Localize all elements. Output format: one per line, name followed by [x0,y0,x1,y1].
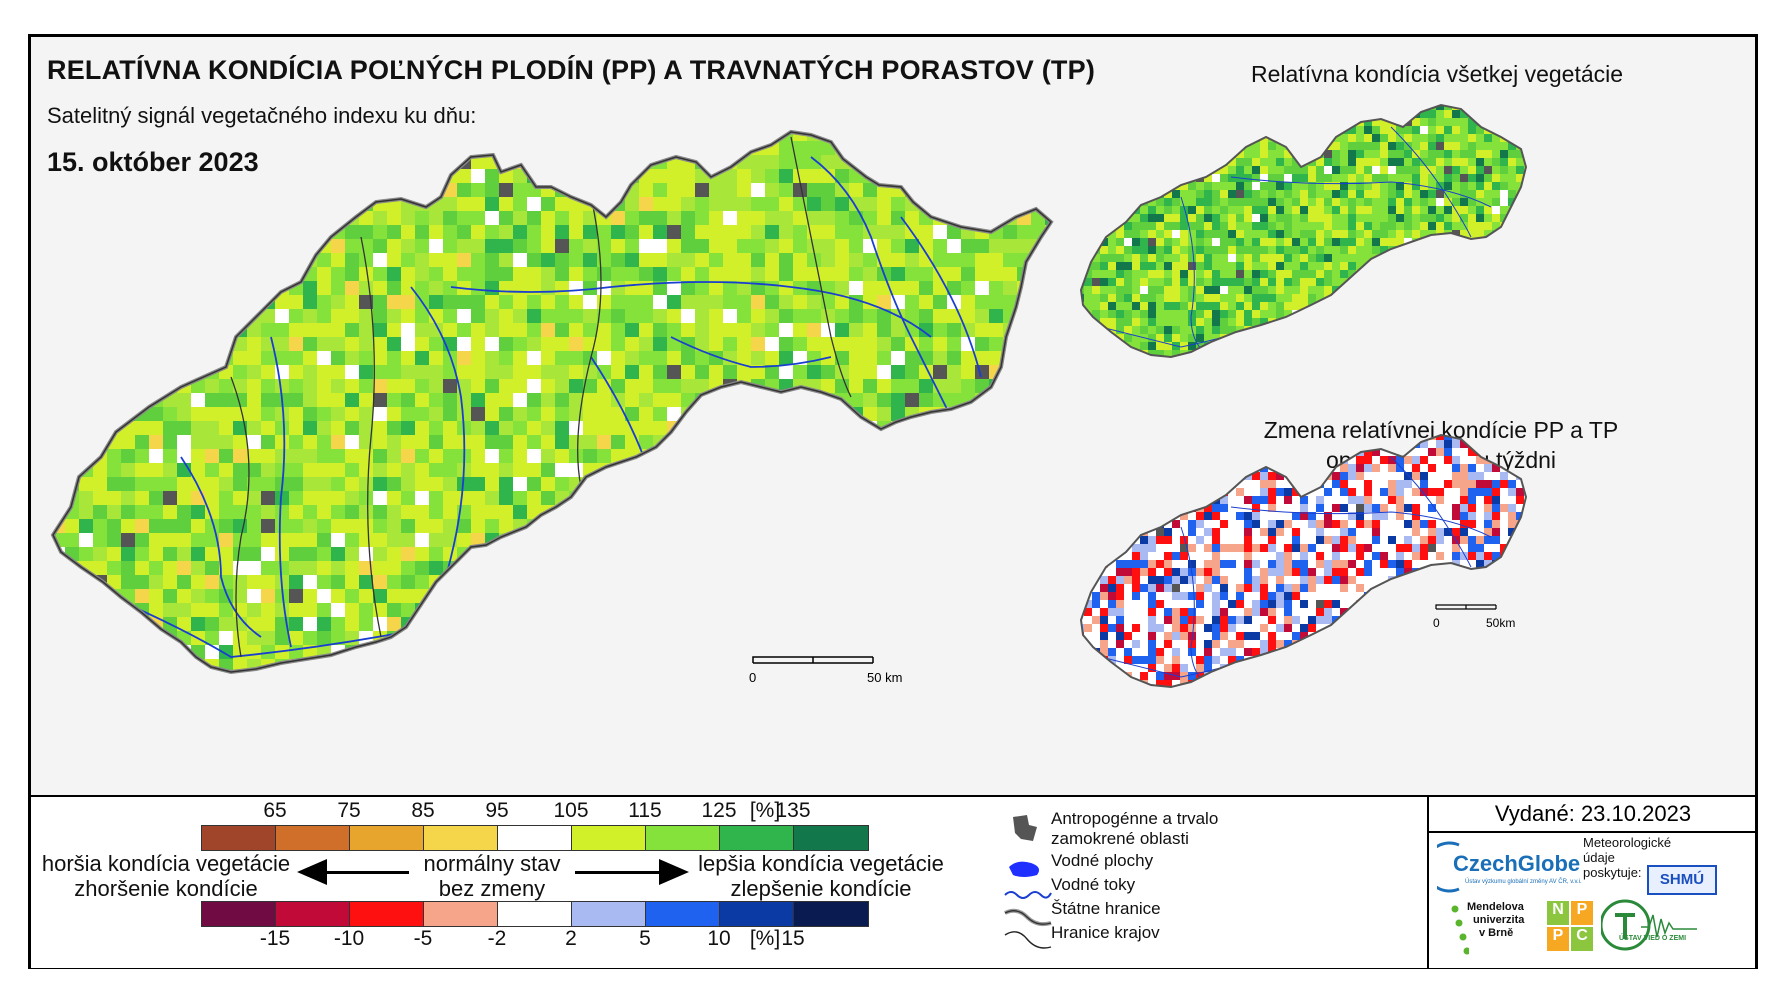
water-bodies-label: Vodné plochy [1051,851,1154,870]
anthropogenic-label-line2: zamokrené oblasti [1051,829,1189,848]
legend-panel: 65 75 85 95 105 115 125 135 [%] horšia kondícia … [31,795,1757,968]
condition-tick-label: 125 [701,799,737,822]
map-title: RELATÍVNA KONDÍCIA POĽNÝCH PLODÍN (PP) A… [47,55,1096,85]
map-date: 15. október 2023 [47,147,259,177]
czechglobe-logo-subtext: Ústav výzkumu globální změny AV ČR, v.v.… [1465,879,1582,885]
worse-label-line1: horšia kondícia vegetácie [41,851,291,876]
better-label: lepšia kondícia vegetácie zlepšenie kond… [691,851,951,901]
worse-label-line2: zhoršenie kondície [74,876,258,901]
water-streams-label: Vodné toky [1051,875,1136,894]
normal-label-line1: normálny stav [423,851,561,876]
condition-swatch [646,826,720,850]
state-border-label: Štátne hranice [1051,899,1161,918]
condition-tick-label: 75 [337,799,361,822]
czechglobe-logo: CzechGlobe Ústav výzkumu globální změny … [1437,837,1587,897]
shmu-logo-text: SHMÚ [1659,871,1705,888]
change-tick-label: 2 [565,927,577,950]
condition-swatch [720,826,794,850]
anthropogenic-label-line1: Antropogénne a trvalo [1051,809,1219,828]
better-label-line1: lepšia kondícia vegetácie [698,851,944,876]
anthropogenic-icon [1013,815,1037,841]
condition-tick-label: [%] [749,799,781,822]
nppc-letter-n: N [1547,901,1569,925]
main-scalebar: 0 50 km [749,656,902,685]
condition-swatch [202,826,276,850]
normal-label: normálny stav bez zmeny [409,851,575,901]
map-subtitle: Satelitný signál vegetačného indexu ku d… [47,103,477,128]
change-swatch [350,902,424,926]
change-tick-label: [%] [749,927,781,950]
change-swatch [498,902,572,926]
nppc-letter-p2: P [1547,927,1569,951]
condition-swatch [498,826,572,850]
stream-icon [1004,891,1052,899]
change-tick-label: -2 [487,927,507,950]
change-swatch [720,902,794,926]
condition-tick-label: 95 [485,799,509,822]
symbol-legend-icons [1004,815,1052,949]
mendel-line2: univerzita [1473,914,1525,926]
condition-swatch [350,826,424,850]
condition-tick-label: 135 [775,799,811,822]
mendel-logo: Mendelova univerzita v Brně [1449,901,1539,961]
change-swatch [424,902,498,926]
main-condition-map: 0 50 km [51,130,1053,685]
change-tick-label: 15 [781,927,805,950]
uvz-logo-text: ÚSTAV VIED O ZEMI [1619,935,1687,942]
change-swatch [572,902,646,926]
condition-swatch [276,826,350,850]
change-tick-label: 10 [707,927,731,950]
nppc-letter-p1: P [1571,901,1593,925]
water-body-icon [1009,861,1039,877]
inset-maps: 0 50km [1079,103,1528,689]
worse-label: horšia kondícia vegetácie zhoršenie kond… [41,851,291,901]
condition-tick-label: 65 [263,799,287,822]
uvz-logo: ÚSTAV VIED O ZEMI [1601,897,1701,953]
condition-swatch [794,826,868,850]
mendel-line3: v Brně [1479,927,1514,939]
inset-scalebar: 0 50km [1433,604,1515,630]
nppc-logo: N P P C [1547,901,1593,951]
anthropogenic-label: Antropogénne a trvalo zamokrené oblasti [1051,809,1218,849]
change-swatch [202,902,276,926]
condition-color-scale [201,825,869,851]
meteo-line3: poskytuje: [1583,865,1642,880]
change-swatch [276,902,350,926]
czechglobe-logo-text: CzechGlobe [1453,851,1581,876]
meteo-line1: Meteorologické [1583,835,1672,850]
condition-swatch [424,826,498,850]
map-frame: RELATÍVNA KONDÍCIA POĽNÝCH PLODÍN (PP) A… [28,34,1758,969]
issued-date: Vydané: 23.10.2023 [1429,797,1757,833]
inset-all-vegetation-title: Relatívna kondícia všetkej vegetácie [1251,61,1624,87]
state-border-icon-inner [1004,910,1052,925]
condition-tick-label: 85 [411,799,435,822]
change-swatch [646,902,720,926]
change-tick-label: -15 [259,927,291,950]
change-tick-label: 5 [639,927,651,950]
nppc-letter-c: C [1571,927,1593,951]
meteo-line2: údaje [1583,850,1615,865]
condition-tick-label: 105 [553,799,589,822]
shmu-logo: SHMÚ [1647,865,1717,895]
region-border-icon [1004,931,1052,949]
issued-logos-box: Vydané: 23.10.2023 CzechGlobe Ústav výzk… [1427,797,1757,968]
change-swatch [794,902,868,926]
region-border-label: Hranice krajov [1051,923,1160,942]
change-color-scale [201,901,869,927]
condition-swatch [572,826,646,850]
change-tick-label: -5 [413,927,433,950]
map-panel: RELATÍVNA KONDÍCIA POĽNÝCH PLODÍN (PP) A… [31,37,1755,795]
meteo-provider-label: Meteorologické údaje poskytuje: [1583,835,1671,880]
condition-tick-label: 115 [628,799,662,822]
change-tick-label: -10 [333,927,365,950]
mendel-line1: Mendelova [1467,901,1524,913]
better-label-line2: zlepšenie kondície [730,876,912,901]
normal-label-line2: bez zmeny [438,876,546,901]
